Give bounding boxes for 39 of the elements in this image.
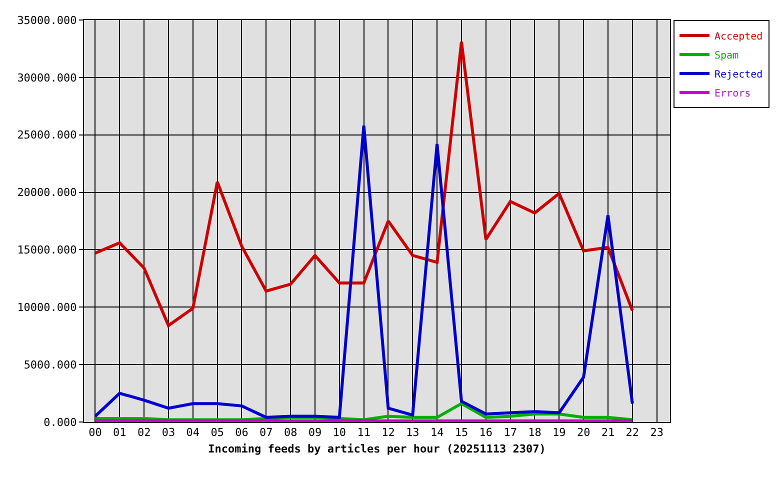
x-tick-label: 04 xyxy=(186,426,200,440)
x-tick-label: 23 xyxy=(650,426,664,440)
legend-label: Accepted xyxy=(714,31,763,42)
x-tick-label: 19 xyxy=(552,426,566,440)
x-tick-label: 00 xyxy=(88,426,102,440)
y-tick-label: 10000.000 xyxy=(17,300,77,314)
x-tick-label: 16 xyxy=(479,426,493,440)
x-tick-label: 13 xyxy=(406,426,420,440)
y-tick-label: 15000.000 xyxy=(17,244,77,257)
x-tick-label: 08 xyxy=(284,426,298,440)
x-tick-label: 17 xyxy=(504,426,517,440)
x-tick-label: 05 xyxy=(210,426,224,440)
x-tick-label: 03 xyxy=(162,426,176,440)
y-tick-label: 20000.000 xyxy=(17,186,77,200)
x-axis-title: Incoming feeds by articles per hour (20251113 2307) xyxy=(208,442,546,456)
x-tick-label: 10 xyxy=(332,426,346,440)
x-tick-label: 14 xyxy=(430,426,444,440)
y-tick-label: 5000.000 xyxy=(24,358,77,372)
legend-label: Errors xyxy=(714,88,751,100)
x-tick-label: 18 xyxy=(528,426,542,440)
x-tick-label: 11 xyxy=(357,426,370,440)
line-series xyxy=(94,40,634,328)
x-tick-label: 09 xyxy=(308,426,322,440)
x-tick-label: 06 xyxy=(235,426,248,440)
x-tick-label: 07 xyxy=(260,426,273,440)
x-tick-label: 02 xyxy=(137,426,151,440)
x-tick-label: 12 xyxy=(382,426,395,440)
legend-label: Spam xyxy=(714,50,739,62)
x-tick-label: 20 xyxy=(576,426,590,440)
legend-label: Rejected xyxy=(714,69,763,80)
x-tick-label: 22 xyxy=(626,426,640,440)
y-tick-label: 30000.000 xyxy=(17,71,77,84)
x-tick-label: 01 xyxy=(113,426,126,440)
y-tick-label: 35000.000 xyxy=(17,14,77,27)
line-series xyxy=(94,124,634,419)
y-tick-label: 25000.000 xyxy=(17,128,77,142)
y-tick-label: 0.000 xyxy=(44,416,77,429)
x-tick-label: 15 xyxy=(454,426,468,440)
x-tick-label: 21 xyxy=(601,426,615,440)
